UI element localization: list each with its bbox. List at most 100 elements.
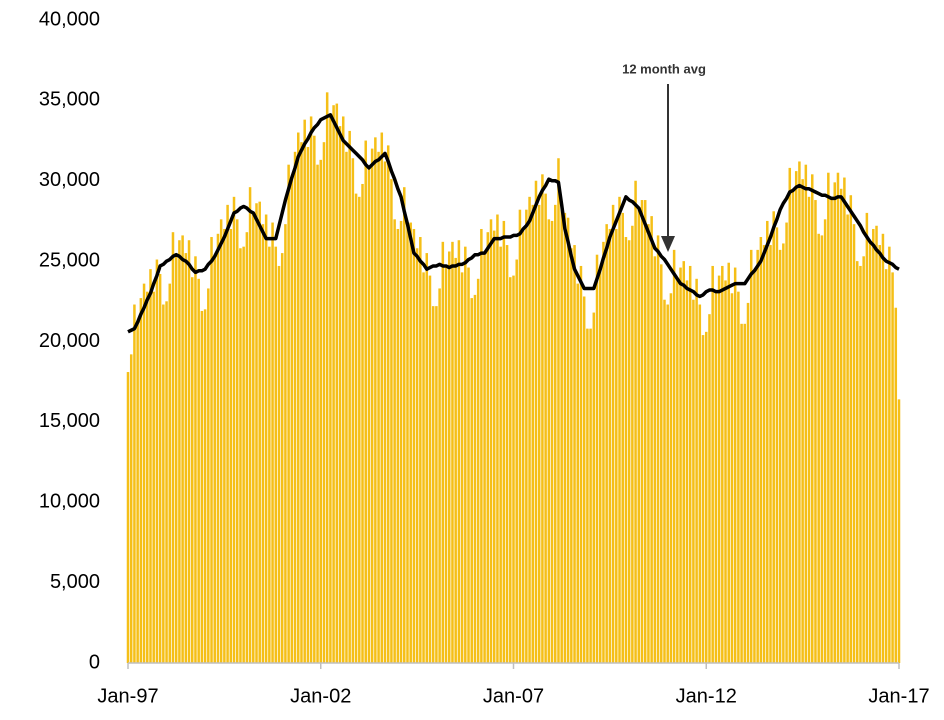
bar (489, 219, 493, 663)
bar (139, 298, 143, 663)
bar (788, 167, 792, 663)
bar (669, 293, 673, 663)
bar (830, 198, 833, 663)
y-tick-label: 15,000 (39, 410, 100, 432)
bar (162, 304, 165, 663)
bar (798, 161, 801, 663)
bar (386, 145, 390, 663)
bar (207, 288, 210, 663)
bar (791, 190, 795, 663)
bar (303, 119, 306, 664)
bar (203, 309, 207, 663)
bar (271, 222, 274, 664)
bar (306, 146, 310, 663)
bar (762, 245, 766, 664)
bar (380, 132, 384, 663)
bar (576, 283, 580, 663)
bar (252, 212, 255, 663)
bar (451, 241, 454, 663)
bar (740, 323, 743, 663)
bar (685, 280, 689, 663)
y-tick-label: 0 (89, 651, 100, 673)
bar (438, 288, 441, 663)
bar (769, 245, 772, 664)
bar (155, 259, 159, 663)
bar (194, 256, 197, 663)
bar (602, 241, 605, 663)
bar (470, 298, 473, 663)
bar (631, 225, 634, 663)
bar (749, 249, 753, 663)
bar (142, 283, 146, 663)
bar (348, 130, 351, 664)
bar (862, 256, 865, 663)
bar (297, 132, 300, 663)
bar (624, 237, 628, 663)
bar (891, 272, 894, 663)
bar (759, 237, 763, 663)
bar (174, 254, 178, 663)
bar (290, 177, 294, 663)
bar (393, 219, 396, 663)
bar (232, 196, 236, 663)
bar (496, 214, 499, 663)
y-tick-label: 40,000 (39, 8, 100, 30)
bar (374, 137, 377, 663)
bar (615, 228, 618, 663)
bar (557, 158, 560, 663)
bar (592, 312, 596, 663)
bar (309, 116, 313, 663)
bar (801, 179, 804, 663)
bar (129, 354, 133, 663)
bar (640, 200, 644, 664)
bar (319, 159, 323, 664)
bar (245, 232, 249, 663)
bar (688, 265, 692, 663)
bar (464, 246, 467, 663)
bar (341, 116, 345, 663)
bar (499, 246, 502, 663)
bar (692, 299, 695, 663)
bar (743, 323, 747, 663)
bar (457, 240, 461, 664)
bar (852, 224, 856, 663)
bar (332, 105, 335, 663)
bar (827, 172, 830, 663)
bar (833, 182, 837, 664)
bar (200, 310, 204, 663)
bar (210, 237, 213, 663)
annotation: 12 month avg (622, 61, 706, 76)
bar (399, 220, 403, 663)
bar (560, 204, 563, 664)
bar (255, 203, 258, 663)
bar (467, 267, 470, 663)
x-tick-label: Jan-07 (483, 685, 544, 707)
bar (653, 256, 657, 663)
bar (855, 261, 859, 663)
bar (515, 259, 518, 663)
bar (881, 233, 885, 664)
bar (322, 142, 326, 664)
annotation-arrowhead (661, 236, 675, 252)
bar (785, 222, 788, 664)
bar (849, 195, 853, 663)
bar (875, 225, 878, 663)
bar (261, 224, 265, 663)
bar (226, 204, 229, 664)
bar (647, 224, 650, 663)
bar (859, 265, 862, 663)
bar (663, 299, 666, 663)
bar (605, 224, 608, 663)
bar (428, 275, 432, 663)
bar (823, 219, 827, 663)
bar (502, 220, 506, 663)
bar (345, 151, 348, 663)
bar (447, 251, 451, 664)
bar (364, 140, 367, 663)
bar (846, 214, 849, 663)
bar (894, 307, 898, 663)
bar (525, 209, 528, 663)
bar (534, 180, 538, 663)
bar (566, 217, 570, 663)
y-tick-label: 5,000 (50, 571, 100, 593)
